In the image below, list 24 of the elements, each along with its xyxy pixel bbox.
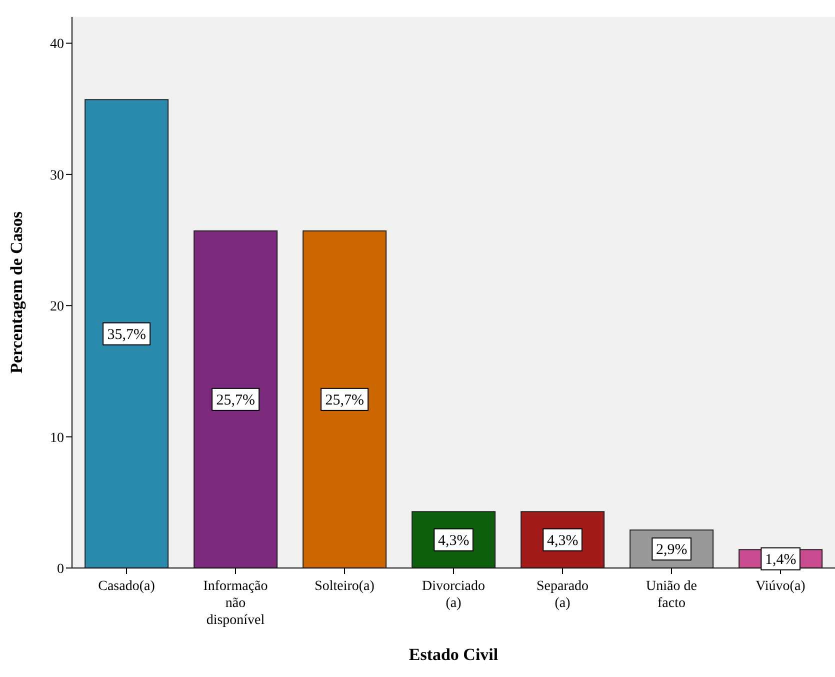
data-label: 1,4% (764, 552, 796, 568)
data-label: 25,7% (216, 392, 255, 408)
y-tick-label: 30 (50, 168, 64, 184)
x-tick-label: Viúvo(a) (756, 579, 806, 594)
data-label: 2,9% (656, 542, 688, 558)
x-tick-label: Informação não disponível (203, 579, 268, 628)
y-tick-label: 40 (50, 37, 64, 52)
data-label: 4,3% (438, 532, 470, 549)
y-tick-label: 0 (57, 562, 64, 577)
data-label: 4,3% (546, 532, 578, 549)
y-tick-label: 10 (50, 430, 64, 446)
data-label: 35,7% (107, 326, 146, 343)
y-axis-title: Percentagem de Casos (7, 211, 26, 374)
bar (194, 230, 278, 568)
data-label: 25,7% (325, 392, 364, 408)
x-tick-label: Casado(a) (98, 579, 156, 594)
bar (84, 99, 169, 568)
bar (302, 230, 387, 568)
x-tick-label: Separado (a) (536, 579, 589, 611)
x-tick-label: União de facto (646, 579, 697, 611)
x-tick-label: Divorciado (a) (422, 579, 485, 611)
y-tick-label: 20 (50, 300, 64, 315)
x-axis-title: Estado Civil (408, 645, 498, 664)
x-tick-label: Solteiro(a) (314, 579, 375, 594)
